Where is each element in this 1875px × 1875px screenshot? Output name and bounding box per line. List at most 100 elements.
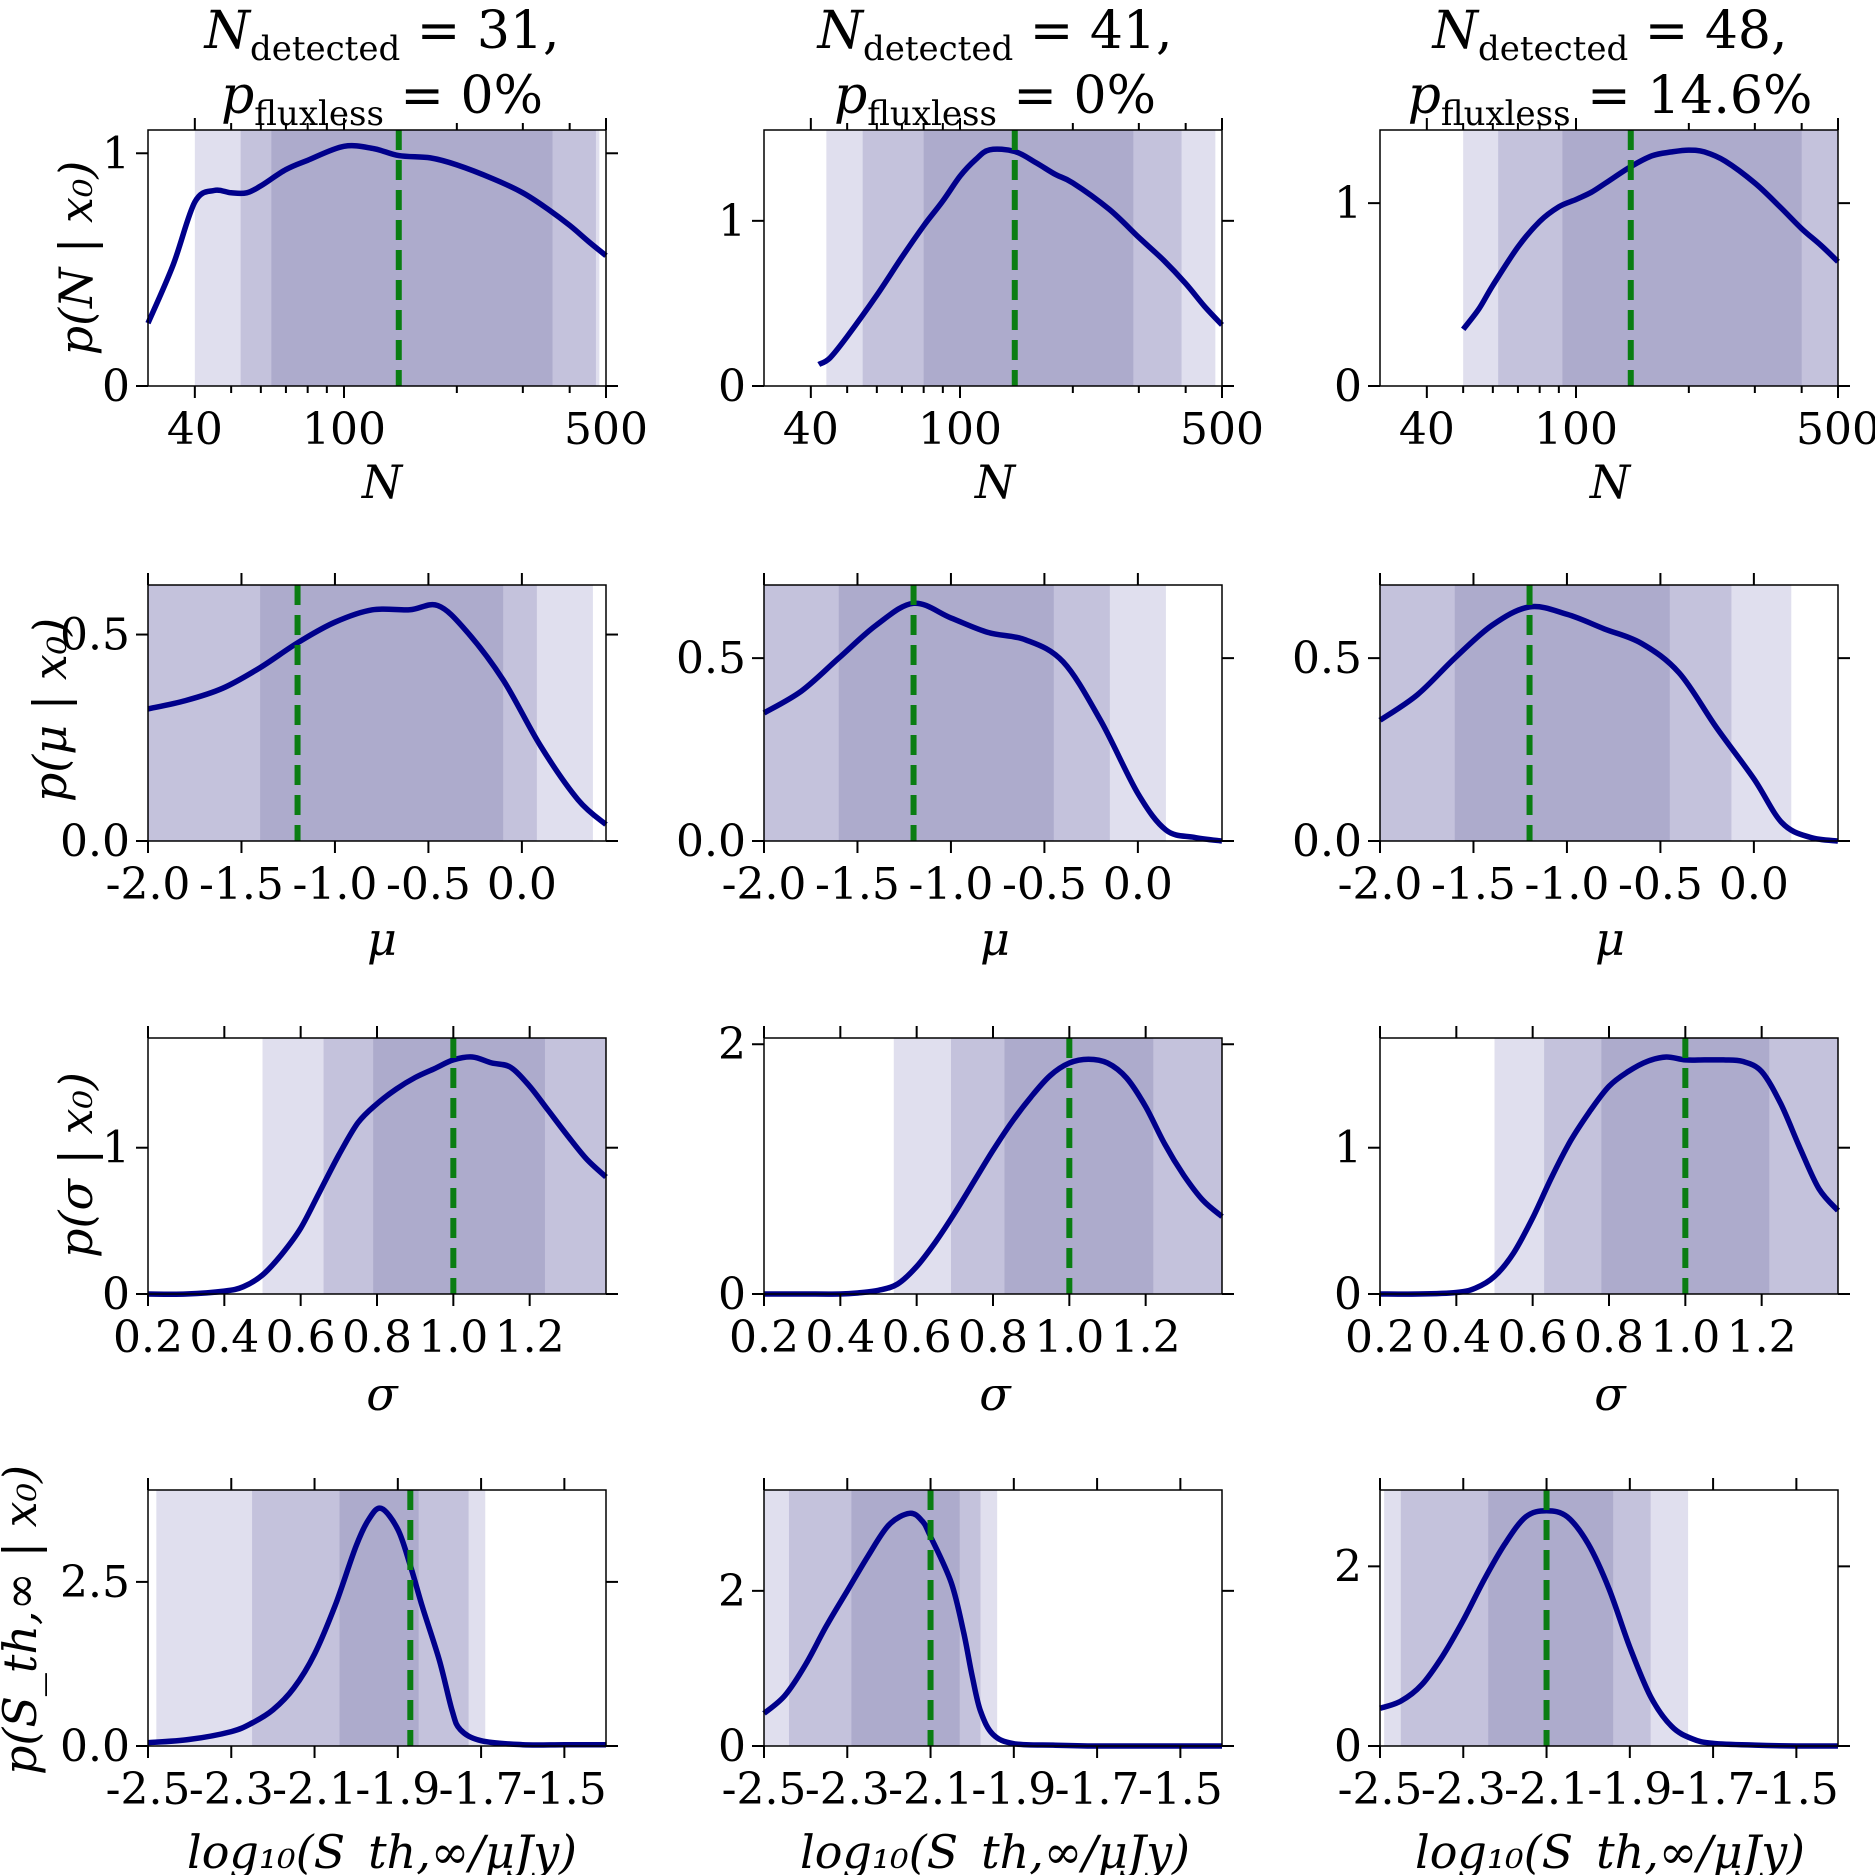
x-tick-label: -2.3 [1421,1764,1506,1815]
credible-band-inner [1004,1038,1154,1294]
x-axis-label: N [974,455,1017,509]
x-tick-label: -2.0 [722,859,807,910]
axes-frame [1379,1489,1839,1747]
posterior-curve [764,1056,1224,1297]
x-tick-label: 0.6 [882,1312,952,1363]
column-title-1: Ndetected = 31, pfluxless = 0% [202,1,559,134]
x-tick-label: -0.5 [1618,859,1703,910]
x-tick-label: -1.9 [1587,1764,1672,1815]
x-tick-label: 0.6 [1498,1312,1568,1363]
x-tick-label: -1.0 [293,859,378,910]
credible-band-inner [923,130,1134,386]
y-tick-label: 1 [1334,1123,1362,1174]
x-tick-label: 1.0 [418,1312,488,1363]
panel-r3c1: 0.2 0.4 0.6 0.8 1.0 1.2 0 1 σ [102,1026,618,1421]
x-tick-label: -1.0 [1525,859,1610,910]
x-tick-label: -1.0 [909,859,994,910]
y-tick-label: 0 [102,361,130,412]
y-tick-label: 1 [718,196,746,247]
x-tick-label: 0.2 [729,1312,799,1363]
x-tick-label: -1.5 [522,1764,607,1815]
x-axis-label: σ [979,1367,1012,1421]
svg-text:pfluxless = 14.6%: pfluxless = 14.6% [1408,66,1813,134]
posterior-curve [817,146,1224,367]
x-tick-label: 40 [783,404,839,455]
x-tick-label: 500 [1180,404,1264,455]
svg-text:pfluxless = 0%: pfluxless = 0% [221,66,543,134]
y-tick-label: 0 [718,1269,746,1320]
x-axis-label: μ [367,912,397,966]
y-tick-label: 0.0 [1292,816,1362,867]
y-tick-label: 0.0 [60,816,130,867]
y-tick-label: 0 [102,1269,130,1320]
x-tick-label: 0.4 [805,1312,875,1363]
x-tick-label: 0.8 [958,1312,1028,1363]
x-axis-label: N [361,455,404,509]
axes-frame [147,129,607,387]
credible-band-inner [1454,585,1670,841]
x-tick-label: 0.4 [1421,1312,1491,1363]
y-tick-label: 1 [102,1123,130,1174]
panel-r4c1: -2.5-2.3-2.1-1.9-1.7-1.5 0.0 2.5 log₁₀(S_th… [60,1478,618,1875]
y-tick-label: 0.5 [676,633,746,684]
x-tick-label: -0.5 [386,859,471,910]
axes-frame [147,1489,607,1747]
row-ylabel-1: p(N | x₀) [49,161,103,356]
panel-r1c1: 40 100 500 0 1 N [102,118,648,509]
axes-frame [763,584,1223,842]
x-tick-label: 100 [1534,404,1618,455]
credible-band-inner [838,585,1054,841]
x-tick-label: 500 [564,404,648,455]
posterior-curve [1378,603,1839,844]
y-tick-label: 0 [718,361,746,412]
panel-r2c2: -2.0 -1.5 -1.0 -0.5 0.0 0.0 0.5 μ [676,573,1234,966]
credible-band-inner [373,1038,545,1294]
panel-r3c2: 0.2 0.4 0.6 0.8 1.0 1.2 0 2 σ [718,1019,1234,1421]
x-tick-label: 0.4 [189,1312,259,1363]
x-tick-label: 40 [1399,404,1455,455]
panel-r2c3: -2.0 -1.5 -1.0 -0.5 0.0 0.0 0.5 μ [1292,573,1850,966]
credible-band-inner [851,1490,960,1746]
panel-r4c2: -2.5-2.3-2.1-1.9-1.7-1.5 0 2 log₁₀(S_th,∞/μ… [718,1478,1234,1875]
column-title-2: Ndetected = 41, pfluxless = 0% [815,1,1172,134]
x-tick-label: -0.5 [1002,859,1087,910]
x-tick-label: 500 [1796,404,1875,455]
x-axis-label: log₁₀(S_th,∞/μJy) [1415,1825,1805,1875]
y-tick-label: 2 [1334,1541,1362,1592]
row-ylabel-4: p(S_th,∞ | x₀) [0,1465,47,1775]
x-tick-label: -2.5 [1338,1764,1423,1815]
svg-text:pfluxless = 0%: pfluxless = 0% [834,66,1156,134]
x-tick-label: -1.5 [1754,1764,1839,1815]
x-tick-label: -2.5 [722,1764,807,1815]
x-tick-label: -1.9 [355,1764,440,1815]
column-title-3: Ndetected = 48, pfluxless = 14.6% [1408,1,1813,134]
y-tick-label: 0.5 [60,610,130,661]
x-tick-label: 1.2 [1111,1312,1181,1363]
x-tick-label: 0.2 [113,1312,183,1363]
x-tick-label: 1.0 [1650,1312,1720,1363]
credible-band-inner [271,130,553,386]
posterior-curve [1379,1054,1841,1297]
x-tick-label: -1.5 [1138,1764,1223,1815]
x-tick-label: 0.6 [266,1312,336,1363]
y-tick-label: 1 [102,128,130,179]
posterior-curve [147,601,608,827]
posterior-curve [147,1054,608,1297]
x-tick-label: 0.0 [487,859,557,910]
x-axis-label: log₁₀(S_th,∞/μJy) [187,1825,577,1875]
panel-r2c1: -2.0 -1.5 -1.0 -0.5 0.0 0.0 0.5 μ [60,573,618,966]
panel-r4c3: -2.5-2.3-2.1-1.9-1.7-1.5 0 2 log₁₀(S_th,∞/μ… [1334,1478,1850,1875]
axes-frame [763,129,1223,387]
x-tick-label: -2.5 [106,1764,191,1815]
posterior-curve [1379,1507,1839,1749]
x-tick-label: 100 [918,404,1002,455]
axes-frame [1379,129,1839,387]
x-tick-label: 0.0 [1719,859,1789,910]
axes-frame [763,1489,1223,1747]
y-tick-label: 2 [718,1566,746,1617]
x-tick-label: -2.1 [1504,1764,1589,1815]
x-tick-label: -2.0 [1338,859,1423,910]
x-axis-label: σ [1594,1367,1627,1421]
